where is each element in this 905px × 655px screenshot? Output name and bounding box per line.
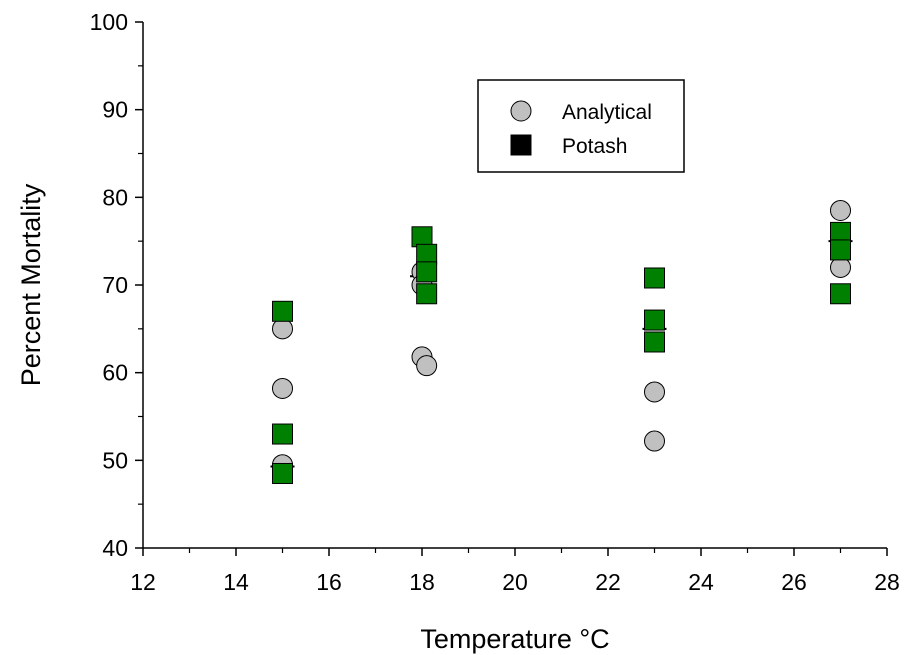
legend-label-potash: Potash	[562, 135, 627, 158]
y-tick-label: 80	[102, 184, 128, 210]
y-tick-label: 60	[102, 360, 128, 386]
x-tick-label: 28	[874, 569, 900, 595]
x-tick-label: 18	[409, 569, 435, 595]
axes: 12 14 16 18 20 22 24 26 28 40 50 60 70 80 90 100	[90, 9, 900, 595]
potash-point	[830, 239, 851, 261]
legend: Analytical Potash	[477, 79, 685, 173]
x-tick-label: 20	[502, 569, 528, 595]
y-axis-title: Percent Mortality	[16, 183, 46, 386]
x-tick-label: 14	[223, 569, 249, 595]
y-tick-label: 70	[102, 272, 128, 298]
analytical-point	[416, 355, 438, 377]
potash-point	[411, 226, 433, 248]
x-tick-label: 26	[781, 569, 807, 595]
legend-marker-analytical	[510, 100, 532, 122]
analytical-point	[272, 318, 293, 340]
y-tick-label: 100	[90, 9, 128, 35]
analytical-point	[644, 430, 665, 452]
potash-point	[416, 243, 438, 265]
potash-point	[644, 267, 665, 289]
legend-marker-potash	[510, 134, 532, 156]
y-tick-label: 40	[102, 535, 128, 561]
analytical-point	[644, 381, 665, 403]
potash-point	[416, 261, 438, 283]
y-tick-label: 50	[102, 447, 128, 473]
analytical-point	[272, 377, 293, 399]
x-tick-label: 12	[130, 569, 156, 595]
potash-point	[272, 300, 293, 322]
x-axis-title: Temperature °C	[420, 624, 609, 654]
y-tick-label: 90	[102, 97, 128, 123]
analytical-point	[830, 199, 851, 221]
x-tick-label: 24	[688, 569, 714, 595]
potash-point	[830, 221, 851, 243]
potash-point	[644, 309, 665, 331]
potash-point	[416, 283, 438, 305]
analytical-point	[830, 256, 851, 278]
legend-box	[477, 79, 685, 173]
potash-point	[272, 423, 293, 445]
potash-point	[830, 283, 851, 305]
data-marks	[270, 199, 853, 484]
legend-label-analytical: Analytical	[562, 101, 652, 124]
potash-point	[272, 462, 293, 484]
x-tick-label: 16	[316, 569, 342, 595]
x-tick-label: 22	[595, 569, 621, 595]
potash-point	[644, 331, 665, 353]
